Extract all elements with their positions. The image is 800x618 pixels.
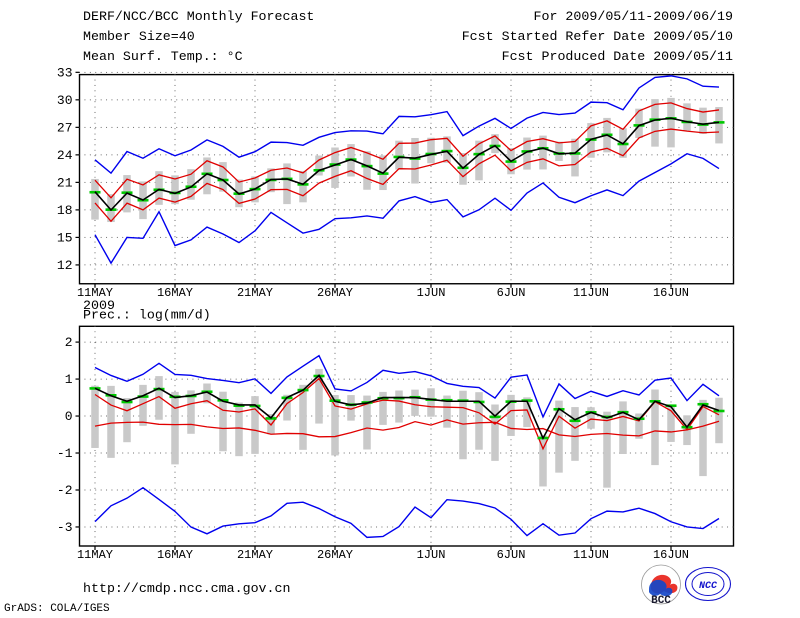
svg-text:1JUN: 1JUN xyxy=(417,548,446,562)
svg-text:18: 18 xyxy=(57,203,73,218)
svg-text:Mean Surf. Temp.: °C: Mean Surf. Temp.: °C xyxy=(83,49,243,64)
svg-text:1JUN: 1JUN xyxy=(417,286,446,300)
svg-text:Prec.: log(mm/d): Prec.: log(mm/d) xyxy=(83,308,211,323)
svg-text:-3: -3 xyxy=(57,520,73,535)
svg-text:26MAY: 26MAY xyxy=(317,548,353,562)
svg-text:6JUN: 6JUN xyxy=(497,548,526,562)
svg-text:Member Size=40: Member Size=40 xyxy=(83,29,195,44)
svg-text:16JUN: 16JUN xyxy=(653,286,689,300)
svg-text:0: 0 xyxy=(65,409,73,424)
svg-text:11MAY: 11MAY xyxy=(77,548,113,562)
svg-text:16MAY: 16MAY xyxy=(157,286,193,300)
svg-text:DERF/NCC/BCC Monthly Forecast: DERF/NCC/BCC Monthly Forecast xyxy=(83,9,314,24)
svg-text:16MAY: 16MAY xyxy=(157,548,193,562)
svg-text:12: 12 xyxy=(57,258,73,273)
svg-text:26MAY: 26MAY xyxy=(317,286,353,300)
svg-text:21MAY: 21MAY xyxy=(237,286,273,300)
svg-text:NCC: NCC xyxy=(699,581,717,592)
svg-text:21MAY: 21MAY xyxy=(237,548,273,562)
svg-text:16JUN: 16JUN xyxy=(653,548,689,562)
svg-text:6JUN: 6JUN xyxy=(497,286,526,300)
svg-text:11JUN: 11JUN xyxy=(573,548,609,562)
svg-text:33: 33 xyxy=(57,65,73,80)
svg-text:27: 27 xyxy=(57,120,73,135)
svg-text:-1: -1 xyxy=(57,446,73,461)
svg-text:BCC: BCC xyxy=(651,595,671,607)
svg-text:For 2009/05/11-2009/06/19: For 2009/05/11-2009/06/19 xyxy=(534,9,734,24)
svg-text:24: 24 xyxy=(57,148,73,163)
svg-text:30: 30 xyxy=(57,93,73,108)
svg-text:-2: -2 xyxy=(57,483,73,498)
svg-text:2: 2 xyxy=(65,335,73,350)
svg-text:http://cmdp.ncc.cma.gov.cn: http://cmdp.ncc.cma.gov.cn xyxy=(83,581,290,596)
svg-text:1: 1 xyxy=(65,372,73,387)
svg-text:15: 15 xyxy=(57,230,73,245)
svg-text:Fcst Produced Date 2009/05/11: Fcst Produced Date 2009/05/11 xyxy=(502,49,733,64)
svg-text:Fcst Started Refer Date 2009/0: Fcst Started Refer Date 2009/05/10 xyxy=(462,29,733,44)
svg-text:11JUN: 11JUN xyxy=(573,286,609,300)
svg-text:21: 21 xyxy=(57,175,73,190)
svg-text:GrADS: COLA/IGES: GrADS: COLA/IGES xyxy=(4,603,110,615)
